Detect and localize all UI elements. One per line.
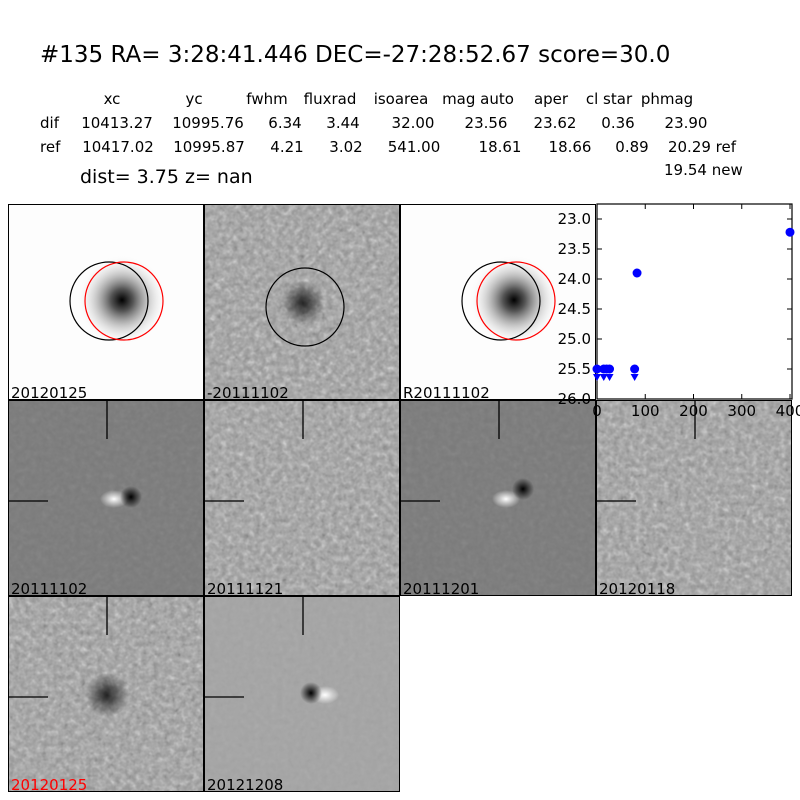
table-cell: 10413.27 bbox=[81, 114, 153, 132]
column-header: isoarea bbox=[373, 90, 429, 108]
detection-point bbox=[605, 364, 615, 374]
x-tick-label: 0 bbox=[592, 402, 602, 420]
stamp-label: R20111102 bbox=[403, 384, 490, 400]
stamp-label: 20120125 bbox=[11, 776, 88, 792]
plot-frame bbox=[596, 203, 793, 400]
image-stamp: -20111102 bbox=[204, 204, 400, 400]
image-stamp: 20120125 bbox=[8, 596, 204, 792]
column-header: cl star bbox=[585, 90, 633, 108]
table-cell: 3.44 bbox=[326, 114, 360, 132]
image-stamp: 20111201 bbox=[400, 400, 596, 596]
y-tick-label: 25.5 bbox=[558, 360, 591, 378]
detection-point bbox=[632, 268, 642, 278]
table-cell: 4.21 bbox=[270, 138, 304, 156]
table-cell: 0.89 bbox=[615, 138, 649, 156]
x-tick-label: 300 bbox=[727, 402, 756, 420]
stamp-label: 20111102 bbox=[11, 580, 88, 596]
y-tick-label: 25.0 bbox=[558, 330, 591, 348]
table-cell: 32.00 bbox=[391, 114, 435, 132]
table-cell: 23.56 bbox=[464, 114, 508, 132]
table-cell: 10995.76 bbox=[172, 114, 244, 132]
image-stamp: 20120118 bbox=[596, 400, 792, 596]
stamp-label: 20120118 bbox=[599, 580, 676, 596]
x-tick-label: 200 bbox=[679, 402, 708, 420]
stamp-label: -20111102 bbox=[207, 384, 289, 400]
row-label: ref bbox=[40, 138, 61, 156]
upper-limit-marker bbox=[605, 374, 614, 381]
table-cell: 541.00 bbox=[387, 138, 441, 156]
y-tick-label: 23.5 bbox=[558, 240, 591, 258]
image-stamp: R20111102 bbox=[400, 204, 596, 400]
upper-limit-marker bbox=[599, 374, 608, 381]
detection-point bbox=[785, 227, 795, 237]
image-stamp: 20111121 bbox=[204, 400, 400, 596]
table-cell: 18.61 bbox=[478, 138, 522, 156]
table-cell: 6.34 bbox=[268, 114, 302, 132]
x-tick-label: 100 bbox=[631, 402, 660, 420]
dist-line: dist= 3.75 z= nan bbox=[80, 166, 253, 188]
upper-limit-marker bbox=[630, 374, 639, 381]
y-tick-label: 24.0 bbox=[558, 270, 591, 288]
stamp-label: 20111201 bbox=[403, 580, 480, 596]
stamp-label: 20120125 bbox=[11, 384, 88, 400]
column-header: phmag bbox=[640, 90, 694, 108]
upper-limit-marker bbox=[593, 374, 601, 381]
row-label: dif bbox=[40, 114, 59, 132]
column-header: aper bbox=[533, 90, 569, 108]
y-tick-label: 26.0 bbox=[558, 390, 591, 408]
y-tick-label: 23.0 bbox=[558, 210, 591, 228]
new-mag: 19.54 new bbox=[664, 161, 743, 179]
table-cell: 20.29 ref bbox=[667, 138, 737, 156]
detection-point bbox=[592, 364, 602, 374]
y-tick-label: 24.5 bbox=[558, 300, 591, 318]
table-cell: 0.36 bbox=[601, 114, 635, 132]
table-cell: 10995.87 bbox=[173, 138, 245, 156]
table-cell: 10417.02 bbox=[82, 138, 154, 156]
detection-point bbox=[630, 364, 640, 374]
column-header: fwhm bbox=[246, 90, 288, 108]
image-stamp: 20111102 bbox=[8, 400, 204, 596]
image-stamp: 20120125 bbox=[8, 204, 204, 400]
table-cell: 18.66 bbox=[548, 138, 592, 156]
column-header: xc bbox=[103, 90, 121, 108]
stamp-label: 20121208 bbox=[207, 776, 284, 792]
table-cell: 3.02 bbox=[329, 138, 363, 156]
stamp-label: 20111121 bbox=[207, 580, 284, 596]
column-header: fluxrad bbox=[303, 90, 357, 108]
image-stamp: 20121208 bbox=[204, 596, 400, 792]
column-header: yc bbox=[185, 90, 203, 108]
table-cell: 23.62 bbox=[533, 114, 577, 132]
x-tick-label: 400 bbox=[776, 402, 800, 420]
page-title: #135 RA= 3:28:41.446 DEC=-27:28:52.67 sc… bbox=[40, 42, 671, 68]
table-cell: 23.90 bbox=[664, 114, 708, 132]
column-header: mag auto bbox=[442, 90, 514, 108]
